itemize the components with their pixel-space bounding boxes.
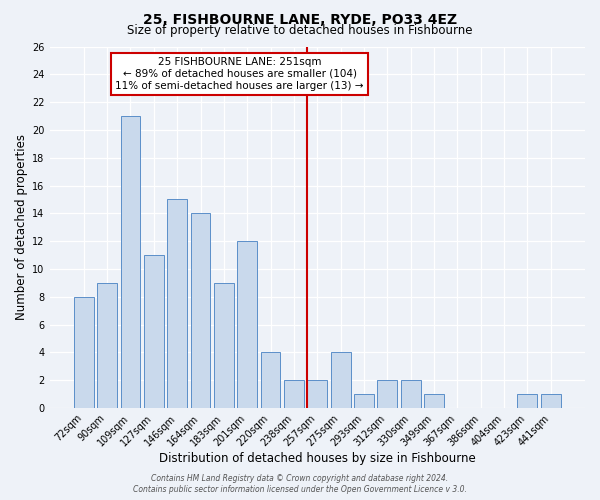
Bar xyxy=(541,394,560,408)
Bar xyxy=(331,352,350,408)
Bar xyxy=(214,283,234,408)
Y-axis label: Number of detached properties: Number of detached properties xyxy=(15,134,28,320)
Bar xyxy=(307,380,327,408)
Bar xyxy=(284,380,304,408)
Bar xyxy=(144,255,164,408)
Bar xyxy=(97,283,117,408)
Bar xyxy=(237,241,257,408)
Bar xyxy=(401,380,421,408)
Bar xyxy=(121,116,140,408)
Bar xyxy=(424,394,444,408)
X-axis label: Distribution of detached houses by size in Fishbourne: Distribution of detached houses by size … xyxy=(159,452,476,465)
Bar xyxy=(354,394,374,408)
Text: 25, FISHBOURNE LANE, RYDE, PO33 4EZ: 25, FISHBOURNE LANE, RYDE, PO33 4EZ xyxy=(143,12,457,26)
Text: 25 FISHBOURNE LANE: 251sqm
← 89% of detached houses are smaller (104)
11% of sem: 25 FISHBOURNE LANE: 251sqm ← 89% of deta… xyxy=(115,58,364,90)
Bar xyxy=(517,394,538,408)
Bar xyxy=(260,352,280,408)
Bar xyxy=(167,200,187,408)
Bar xyxy=(191,214,211,408)
Bar xyxy=(74,296,94,408)
Bar xyxy=(377,380,397,408)
Text: Size of property relative to detached houses in Fishbourne: Size of property relative to detached ho… xyxy=(127,24,473,37)
Text: Contains HM Land Registry data © Crown copyright and database right 2024.
Contai: Contains HM Land Registry data © Crown c… xyxy=(133,474,467,494)
